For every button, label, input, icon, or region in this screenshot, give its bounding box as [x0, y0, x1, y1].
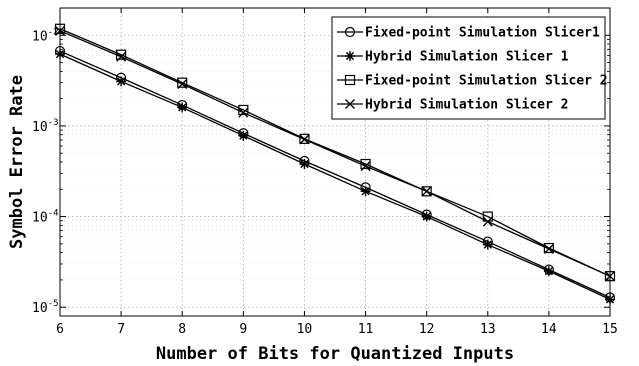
legend-label: Fixed-point Simulation Slicer1: [365, 26, 600, 41]
legend-label: Fixed-point Simulation Slicer 2: [365, 74, 608, 89]
x-tick-label: 15: [602, 322, 618, 337]
x-tick-label: 9: [239, 322, 247, 337]
legend-marker: [345, 51, 355, 61]
y-axis-title: Symbol Error Rate: [7, 75, 27, 249]
legend-marker: [345, 99, 355, 109]
series-4-point: [177, 79, 188, 90]
series-3-point: [421, 186, 432, 197]
x-tick-label: 14: [541, 322, 557, 337]
legend-entry-3: Fixed-point Simulation Slicer 2: [337, 74, 608, 89]
y-tick-label: 10-5: [32, 299, 59, 316]
series-2-point: [482, 239, 493, 250]
series-4-point: [299, 134, 310, 145]
series-4-point: [543, 243, 554, 254]
series-2-point: [177, 102, 188, 113]
series-3-point: [299, 133, 310, 144]
series-3-point: [543, 242, 554, 254]
x-tick-label: 6: [56, 322, 64, 337]
series-1-line: [59, 50, 611, 299]
series-4-point: [116, 51, 127, 62]
legend-entry-2: Hybrid Simulation Slicer 1: [337, 50, 569, 65]
series-2-point: [360, 186, 371, 197]
y-tick-label: 10-4: [32, 209, 59, 226]
legend-label: Hybrid Simulation Slicer 2: [365, 98, 569, 113]
ticks: 6 7 8 9 10 11 12 13 14 15 10-2 10-3 10-4 10-5: [32, 7, 618, 337]
series-4-point: [482, 216, 493, 227]
legend-marker: [344, 26, 356, 38]
y-tick-label: 10-3: [32, 118, 59, 135]
series-2-line: [59, 53, 611, 300]
series-2-point: [299, 159, 310, 170]
x-tick-label: 8: [178, 322, 186, 337]
series-4: [55, 25, 615, 282]
series-2-point: [116, 76, 127, 87]
series-2-point: [543, 266, 554, 277]
series-4-point: [360, 161, 371, 172]
x-axis-title: Number of Bits for Quantized Inputs: [156, 344, 514, 364]
legend: Fixed-point Simulation Slicer1 Hybrid Sim…: [331, 16, 608, 120]
series-4-line: [59, 30, 611, 277]
legend-entry-1: Fixed-point Simulation Slicer1: [337, 26, 600, 41]
series-4-point: [421, 186, 432, 197]
y-tick-label: 10-2: [32, 27, 59, 44]
series-2-point: [238, 130, 249, 141]
series-4-point: [238, 107, 249, 118]
legend-label: Hybrid Simulation Slicer 1: [365, 50, 569, 65]
series-3-line: [59, 28, 611, 277]
series-2-point: [421, 211, 432, 222]
x-tick-label: 10: [297, 322, 313, 337]
x-tick-label: 7: [117, 322, 125, 337]
x-tick-label: 12: [419, 322, 435, 337]
legend-box: [331, 16, 606, 120]
x-tick-label: 11: [358, 322, 374, 337]
legend-marker: [344, 74, 356, 86]
legend-entry-4: Hybrid Simulation Slicer 2: [337, 98, 569, 113]
x-tick-label: 13: [480, 322, 496, 337]
